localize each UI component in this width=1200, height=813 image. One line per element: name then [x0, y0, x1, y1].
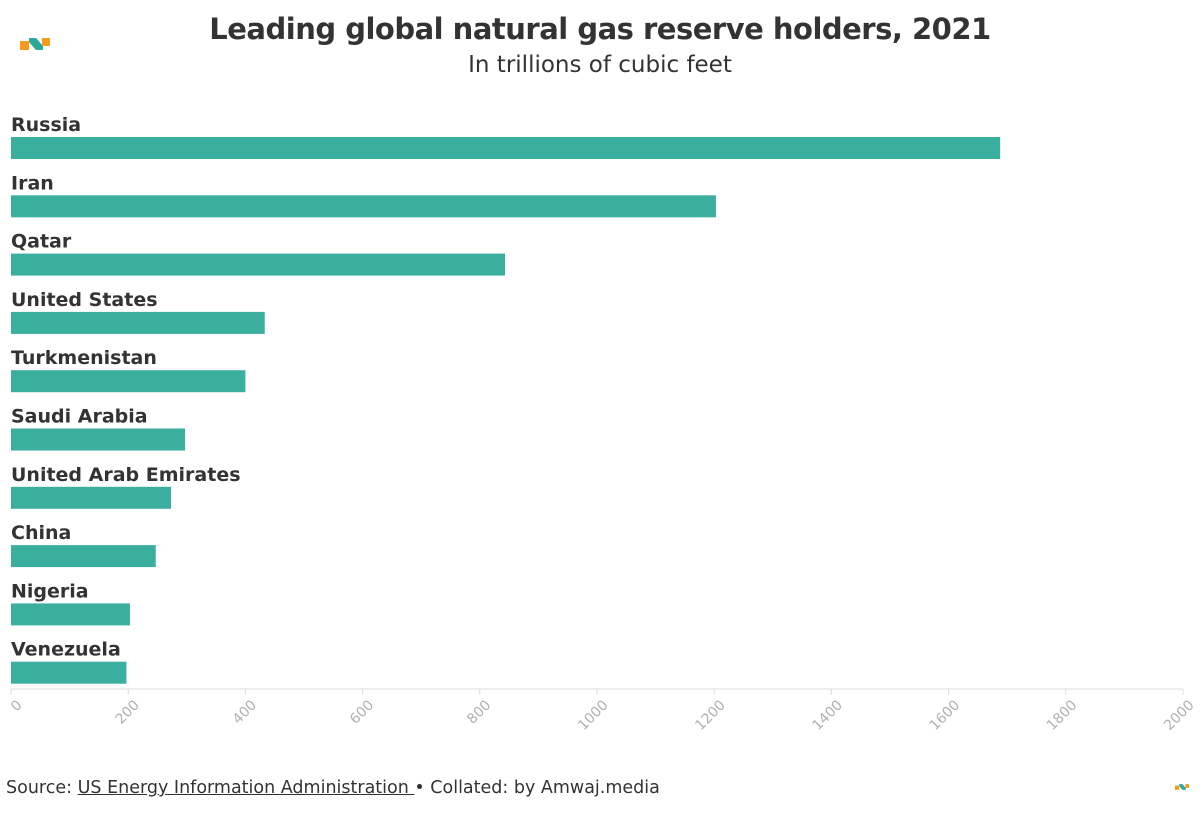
bar	[11, 545, 156, 568]
bar	[11, 428, 186, 451]
chart-header: Leading global natural gas reserve holde…	[0, 8, 1200, 80]
category-label: Nigeria	[11, 580, 89, 602]
bar	[11, 253, 505, 276]
category-label: Qatar	[11, 231, 72, 253]
category-label: Turkmenistan	[11, 347, 157, 369]
source-link[interactable]: US Energy Information Administration	[77, 778, 415, 798]
category-label: China	[11, 522, 71, 544]
category-label: United States	[11, 289, 158, 311]
bar	[11, 311, 265, 334]
collated-text: • Collated: by Amwaj.media	[414, 778, 660, 798]
category-label: Iran	[11, 172, 54, 194]
x-tick-label: 400	[230, 697, 260, 727]
amwaj-mini-logo-icon	[1174, 784, 1190, 790]
x-tick-label: 600	[347, 697, 377, 727]
bar	[11, 661, 127, 684]
x-tick-label: 800	[464, 697, 494, 727]
bar	[11, 195, 716, 218]
x-tick-label: 2000	[1161, 697, 1198, 734]
x-tick-label: 1600	[927, 697, 964, 734]
bar	[11, 370, 246, 393]
category-label: Saudi Arabia	[11, 406, 148, 428]
category-label: Venezuela	[11, 639, 121, 661]
x-tick-label: 200	[113, 697, 143, 727]
source-prefix: Source:	[6, 778, 73, 798]
x-tick-label: 0	[8, 697, 26, 715]
bar	[11, 486, 171, 509]
x-axis: 0 200 400 600 800 1000 1200 1400 1600 1800 2000	[8, 688, 1198, 734]
chart-title: Leading global natural gas reserve holde…	[209, 12, 991, 46]
x-tick-label: 1400	[809, 697, 846, 734]
amwaj-logo-icon	[20, 38, 50, 50]
x-tick-label: 1200	[692, 697, 729, 734]
category-label: United Arab Emirates	[11, 464, 241, 486]
chart-subtitle: In trillions of cubic feet	[468, 52, 732, 78]
bar	[11, 137, 1001, 159]
x-tick-label: 1800	[1044, 697, 1081, 734]
category-label: Russia	[11, 114, 81, 136]
x-tick-label: 1000	[575, 697, 612, 734]
bar	[11, 603, 130, 626]
bars-layer: Russia Iran Qatar United States Turkmenistan…	[11, 114, 1001, 684]
source-footer: Source: US Energy Information Administra…	[6, 778, 660, 798]
